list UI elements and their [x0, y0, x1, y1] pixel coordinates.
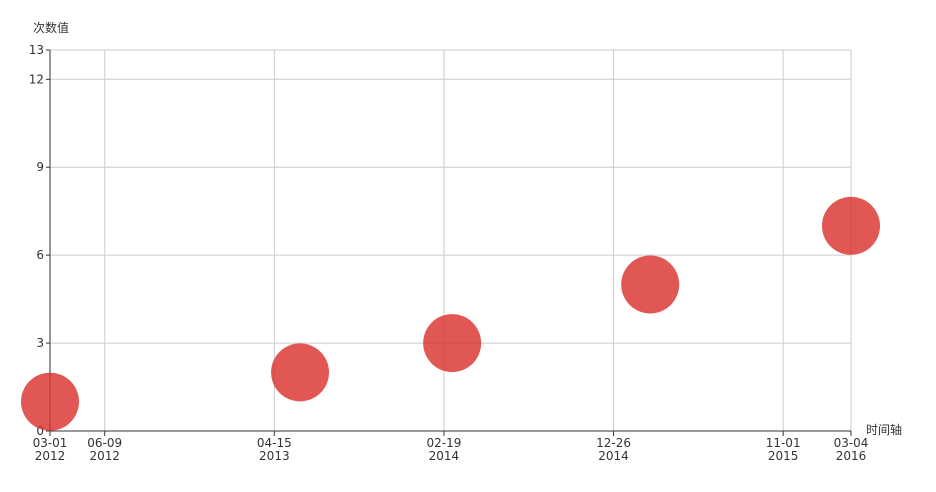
point	[271, 343, 330, 402]
point	[621, 255, 680, 314]
y-tick-label: 3	[36, 336, 44, 350]
x-tick-label: 06-09 2012	[87, 436, 122, 463]
y-tick-label: 0	[36, 424, 44, 438]
x-tick-label: 12-26 2014	[596, 436, 631, 463]
x-tick-label: 03-04 2016	[834, 436, 869, 463]
x-axis-label: 时间轴	[866, 422, 902, 437]
x-tick-label: 04-15 2013	[257, 436, 292, 463]
point	[21, 372, 79, 431]
grid	[49, 49, 852, 432]
x-tick-label: 02-19 2014	[426, 436, 461, 463]
x-tick-label: 03-01 2012	[33, 436, 68, 463]
y-tick-label: 9	[36, 160, 44, 174]
y-tick-label: 6	[36, 248, 44, 262]
point	[822, 196, 880, 255]
y-axis-label: 次数值	[33, 20, 69, 35]
y-tick-label: 12	[29, 72, 44, 86]
y-tick-label: 13	[29, 43, 44, 57]
point	[423, 314, 482, 373]
x-tick-label: 11-01 2015	[766, 436, 801, 463]
